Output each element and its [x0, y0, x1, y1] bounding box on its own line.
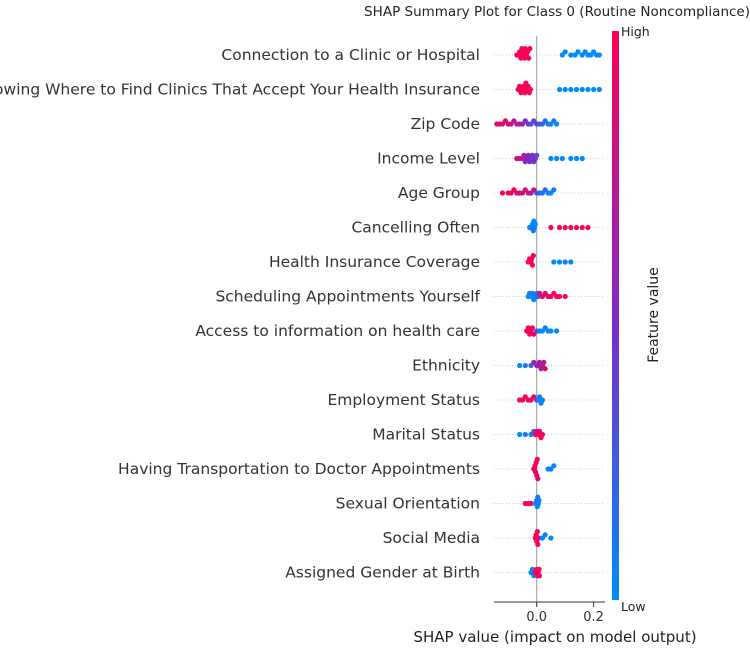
chart-title: SHAP Summary Plot for Class 0 (Routine N…	[364, 4, 750, 20]
feature-label: Knowing Where to Find Clinics That Accep…	[0, 81, 480, 99]
shap-point	[541, 359, 547, 365]
feature-label: Age Group	[398, 184, 480, 202]
feature-label: Cancelling Often	[351, 219, 480, 237]
feature-label: Scheduling Appointments Yourself	[215, 288, 480, 306]
shap-point	[536, 566, 542, 572]
shap-point	[522, 362, 528, 369]
feature-label: Sexual Orientation	[336, 495, 480, 513]
shap-point	[554, 328, 560, 334]
shap-point	[499, 190, 506, 196]
shap-point	[575, 49, 581, 55]
shap-point	[551, 187, 557, 193]
feature-label: Connection to a Clinic or Hospital	[221, 46, 480, 64]
shap-point	[579, 155, 585, 162]
shap-point	[551, 463, 557, 469]
shap-point	[529, 325, 536, 331]
shap-point	[527, 86, 534, 93]
shap-point	[542, 366, 548, 372]
x-tick-label: 0.0	[526, 610, 547, 625]
shap-point	[596, 52, 602, 58]
feature-label: Having Transportation to Doctor Appointm…	[118, 460, 480, 478]
x-axis-title: SHAP value (impact on model output)	[413, 628, 696, 646]
shap-point	[532, 221, 538, 227]
shap-point	[591, 86, 597, 93]
shap-point	[534, 456, 540, 462]
feature-label: Marital Status	[372, 426, 480, 444]
feature-label: Social Media	[383, 529, 480, 547]
shap-point	[535, 541, 541, 548]
shap-point	[562, 293, 568, 300]
shap-point	[528, 500, 534, 507]
colorbar	[612, 31, 619, 600]
shap-point	[536, 573, 543, 579]
shap-point	[568, 86, 574, 93]
colorbar-low-label: Low	[621, 599, 646, 614]
shap-point	[573, 86, 580, 93]
shap-point	[573, 224, 580, 231]
shap-point	[534, 529, 540, 535]
shap-point	[548, 328, 554, 334]
shap-point	[554, 155, 560, 162]
feature-label: Health Insurance Coverage	[269, 253, 480, 271]
colorbar-title: Feature value	[646, 267, 662, 363]
shap-point	[554, 121, 560, 127]
shap-point	[517, 362, 523, 369]
shap-points	[494, 46, 602, 579]
shap-point	[585, 224, 591, 231]
feature-labels: Connection to a Clinic or Hospital Knowin…	[0, 46, 481, 582]
feature-label: Assigned Gender at Birth	[285, 564, 480, 582]
shap-point	[517, 431, 523, 438]
colorbar-high-label: High	[621, 24, 650, 39]
shap-point	[579, 86, 585, 93]
shap-point	[548, 155, 554, 162]
feature-label: Income Level	[377, 150, 480, 168]
shap-point	[530, 253, 536, 259]
shap-point	[579, 224, 585, 231]
shap-point	[535, 476, 541, 482]
shap-point	[568, 52, 574, 58]
shap-point	[562, 86, 568, 93]
x-axis-ticks: 0.0 0.2	[526, 602, 604, 625]
shap-point	[559, 155, 565, 162]
shap-point	[548, 535, 554, 541]
feature-row-guides	[494, 54, 605, 573]
x-tick-label: 0.2	[583, 610, 604, 625]
shap-point	[551, 259, 557, 265]
shap-point	[556, 259, 563, 265]
shap-point	[542, 532, 548, 538]
feature-label: Ethnicity	[412, 357, 480, 375]
shap-point	[536, 497, 542, 503]
feature-label: Access to information on health care	[195, 322, 480, 340]
shap-point	[568, 224, 574, 231]
shap-point	[596, 86, 602, 93]
shap-point	[556, 224, 563, 231]
feature-label: Employment Status	[327, 391, 480, 409]
shap-point	[568, 155, 574, 162]
shap-point	[585, 86, 591, 93]
shap-point	[539, 397, 546, 403]
shap-point	[526, 55, 532, 61]
shap-point	[534, 152, 540, 158]
shap-point	[548, 224, 554, 231]
shap-point	[562, 259, 568, 265]
shap-point	[573, 155, 580, 162]
shap-point	[562, 49, 568, 55]
shap-point	[556, 293, 563, 300]
shap-point	[522, 431, 528, 438]
shap-point	[527, 46, 533, 52]
feature-label: Zip Code	[411, 115, 480, 133]
shap-point	[556, 86, 563, 93]
shap-point	[539, 431, 546, 438]
shap-point	[568, 259, 574, 265]
shap-point	[529, 262, 536, 268]
shap-point	[562, 224, 568, 231]
shap-point	[535, 535, 542, 541]
